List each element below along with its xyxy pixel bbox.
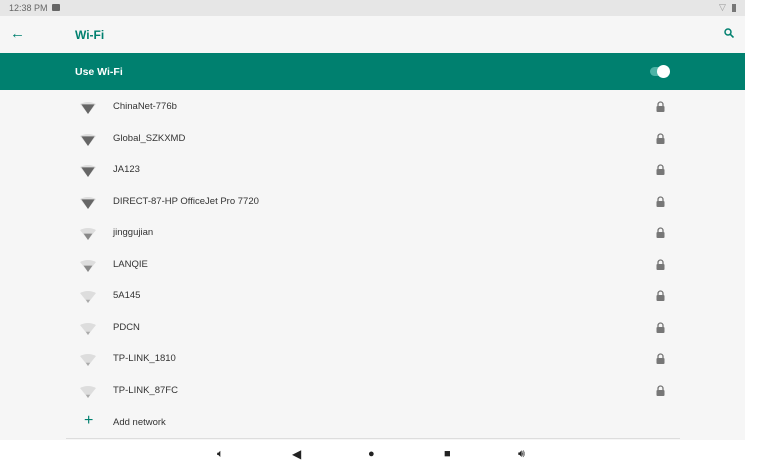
network-ssid: 5A145 [113, 290, 141, 301]
app-bar: ← Wi-Fi [0, 16, 745, 53]
network-row[interactable]: TP-LINK_1810 [0, 344, 745, 375]
battery-icon [732, 4, 736, 12]
network-ssid: ChinaNet-776b [113, 101, 177, 112]
navigation-bar: 🔈︎ ◀ ● ■ 🔊︎ [0, 440, 763, 475]
wifi-signal-icon [80, 385, 96, 398]
wifi-signal-icon [80, 259, 96, 272]
add-network-row[interactable]: + Add network [0, 408, 745, 439]
page-title: Wi-Fi [75, 28, 105, 42]
toggle-knob[interactable] [657, 65, 670, 78]
recents-icon[interactable]: ■ [444, 448, 451, 460]
lock-icon [656, 353, 665, 364]
lock-icon [656, 164, 665, 175]
image-icon [52, 4, 60, 11]
lock-icon [656, 132, 665, 144]
plus-icon: + [84, 412, 94, 429]
wifi-signal-icon [80, 322, 96, 335]
network-row[interactable]: JA123 [0, 155, 745, 186]
wifi-signal-icon [80, 291, 96, 303]
wifi-settings-screen: 12:38 PM ▽ ← Wi-Fi Use Wi-Fi ChinaNet-77… [0, 0, 745, 440]
lock-icon [656, 195, 665, 207]
network-row[interactable]: LANQIE [0, 250, 745, 281]
back-icon[interactable]: ◀ [292, 447, 302, 461]
status-bar: 12:38 PM ▽ [0, 0, 745, 16]
status-time: 12:38 PM [9, 3, 48, 13]
network-ssid: JA123 [113, 164, 140, 175]
network-row[interactable]: jinggujian [0, 218, 745, 249]
lock-icon [656, 290, 665, 301]
lock-icon [656, 101, 665, 112]
network-ssid: TP-LINK_1810 [113, 353, 176, 364]
wifi-signal-icon [80, 196, 96, 209]
divider [66, 438, 680, 439]
wifi-outline-icon: ▽ [719, 2, 726, 12]
wifi-signal-icon [80, 165, 96, 177]
network-row[interactable]: PDCN [0, 313, 745, 344]
network-ssid: DIRECT-87-HP OfficeJet Pro 7720 [113, 195, 259, 207]
search-icon[interactable] [724, 28, 734, 38]
network-row[interactable]: TP-LINK_87FC [0, 376, 745, 407]
wifi-toggle[interactable] [650, 65, 670, 78]
lock-icon [656, 227, 665, 238]
use-wifi-row[interactable]: Use Wi-Fi [0, 53, 745, 90]
volume-up-icon[interactable]: 🔊︎ [518, 448, 525, 460]
wifi-signal-icon [80, 133, 96, 146]
network-row[interactable]: Global_SZKXMD [0, 124, 745, 155]
lock-icon [656, 321, 665, 333]
wifi-signal-icon [80, 102, 96, 114]
arrow-left-icon[interactable]: ← [10, 25, 25, 42]
use-wifi-label: Use Wi-Fi [75, 66, 123, 78]
lock-icon [656, 258, 665, 270]
network-ssid: LANQIE [113, 258, 148, 270]
network-row[interactable]: DIRECT-87-HP OfficeJet Pro 7720 [0, 187, 745, 218]
network-row[interactable]: 5A145 [0, 281, 745, 312]
wifi-signal-icon [80, 228, 96, 240]
network-ssid: TP-LINK_87FC [113, 384, 178, 396]
lock-icon [656, 384, 665, 396]
network-ssid: jinggujian [113, 227, 154, 238]
wifi-signal-icon [80, 354, 96, 366]
network-row[interactable]: ChinaNet-776b [0, 92, 745, 123]
network-ssid: Global_SZKXMD [113, 132, 186, 144]
volume-down-icon[interactable]: 🔈︎ [217, 448, 224, 460]
home-icon[interactable]: ● [368, 448, 375, 460]
network-ssid: PDCN [113, 321, 140, 333]
add-network-label: Add network [113, 417, 166, 428]
